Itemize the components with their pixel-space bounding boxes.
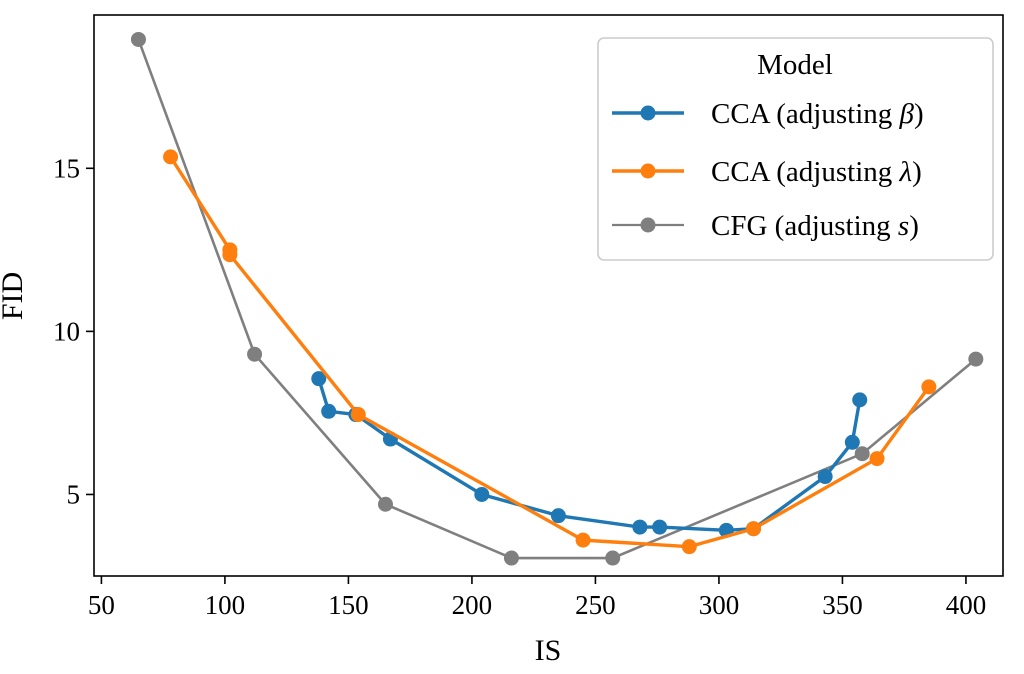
- data-point: [968, 351, 984, 367]
- legend-label-close: ): [914, 98, 924, 130]
- legend-label-symbol: s: [898, 210, 909, 242]
- data-point: [575, 532, 591, 548]
- legend-box: [597, 37, 994, 261]
- x-axis-label: IS: [535, 634, 562, 667]
- data-point: [632, 519, 648, 535]
- data-point: [550, 508, 566, 524]
- legend-label-text: CCA (adjusting: [711, 98, 900, 130]
- legend-entry-1: CCA (adjusting λ): [612, 156, 922, 188]
- plot-frame: [93, 14, 1004, 577]
- data-point: [222, 247, 238, 263]
- legend-label-symbol: β: [899, 98, 915, 130]
- legend-entries: CCA (adjusting β)CCA (adjusting λ)CFG (a…: [612, 98, 924, 242]
- x-tick-label: 100: [205, 590, 246, 620]
- series-2: [130, 31, 984, 566]
- legend-label-close: ): [912, 156, 922, 188]
- x-tick-label: 50: [88, 590, 115, 620]
- legend-label-text: CFG (adjusting: [711, 210, 898, 242]
- data-point: [474, 486, 490, 502]
- data-point: [844, 434, 860, 450]
- data-point: [350, 407, 366, 423]
- data-point: [321, 403, 337, 419]
- x-tick-label: 150: [328, 590, 369, 620]
- data-point: [746, 521, 762, 537]
- legend-marker: [640, 217, 656, 233]
- x-tick-label: 200: [452, 590, 493, 620]
- legend-label-text: CCA (adjusting: [711, 156, 900, 188]
- data-point: [605, 550, 621, 566]
- data-point: [854, 446, 870, 462]
- y-tick-label: 15: [53, 153, 80, 183]
- data-point: [869, 451, 885, 467]
- series-line: [317, 378, 862, 533]
- legend-entry-0: CCA (adjusting β): [612, 98, 924, 130]
- data-point: [130, 31, 146, 47]
- legend-marker: [640, 105, 656, 121]
- legend: Model CCA (adjusting β)CCA (adjusting λ)…: [597, 37, 994, 261]
- data-point: [817, 469, 833, 485]
- legend-label: CCA (adjusting λ): [711, 156, 922, 188]
- legend-label-close: ): [909, 210, 919, 242]
- y-ticks: 5 10 15: [53, 153, 94, 509]
- x-tick-label: 400: [946, 590, 987, 620]
- legend-marker: [640, 163, 656, 179]
- legend-label: CCA (adjusting β): [711, 98, 924, 130]
- y-tick-label: 10: [53, 316, 80, 346]
- data-point: [681, 539, 697, 555]
- data-point: [377, 496, 393, 512]
- x-tick-label: 250: [575, 590, 616, 620]
- series-layer: [130, 31, 984, 566]
- data-point: [503, 550, 519, 566]
- legend-label-symbol: λ: [899, 156, 913, 188]
- data-point: [852, 392, 868, 408]
- x-tick-label: 300: [699, 590, 740, 620]
- data-point: [652, 519, 668, 535]
- x-ticks: 50 100 150 200 250 300 350 400: [88, 576, 986, 620]
- data-point: [311, 371, 327, 387]
- data-point: [247, 346, 263, 362]
- data-point: [163, 149, 179, 165]
- legend-title: Model: [757, 49, 833, 81]
- data-point: [921, 379, 937, 395]
- series-1: [163, 149, 937, 555]
- legend-entry-2: CFG (adjusting s): [612, 210, 919, 242]
- y-axis-label: FID: [0, 272, 29, 320]
- legend-label: CFG (adjusting s): [711, 210, 919, 242]
- x-tick-label: 350: [822, 590, 863, 620]
- y-tick-label: 5: [67, 479, 81, 509]
